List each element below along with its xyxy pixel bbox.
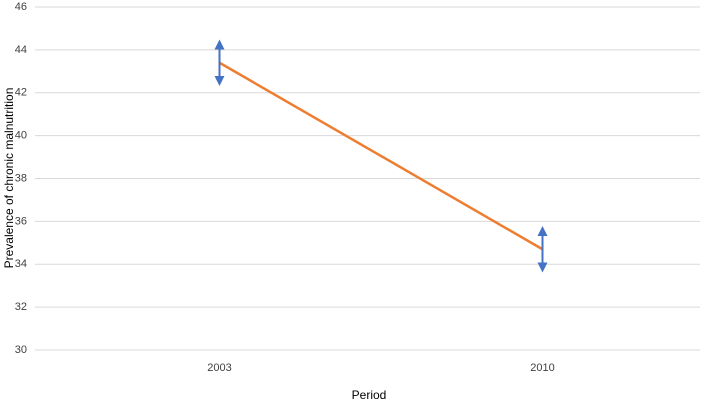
- y-tick-label: 44: [15, 44, 27, 56]
- y-tick-label: 32: [15, 301, 27, 313]
- x-tick-label: 2003: [207, 362, 231, 374]
- y-tick-label: 38: [15, 172, 27, 184]
- y-tick-label: 40: [15, 130, 27, 142]
- y-tick-label: 34: [15, 258, 27, 270]
- y-tick-label: 42: [15, 87, 27, 99]
- y-tick-label: 36: [15, 215, 27, 227]
- y-axis-title: Prevalence of chronic malnutrition: [2, 88, 16, 269]
- data-line: [218, 61, 544, 251]
- y-tick-label: 30: [15, 344, 27, 356]
- x-tick-label: 2010: [530, 362, 554, 374]
- y-tick-label: 46: [15, 1, 27, 13]
- x-axis-title: Period: [352, 388, 387, 402]
